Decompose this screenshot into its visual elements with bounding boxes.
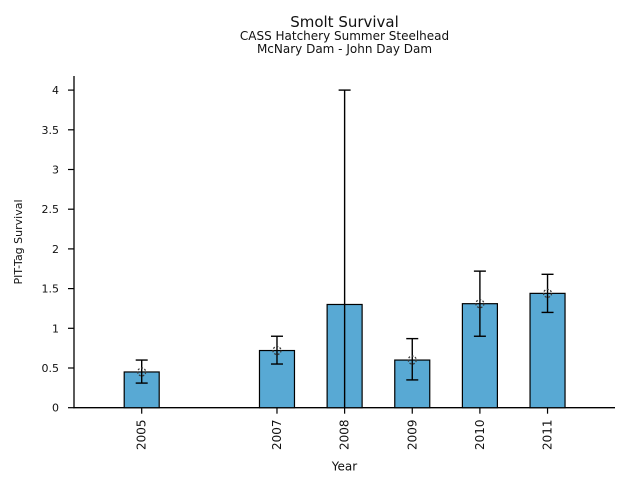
y-tick-label: 3.5 [42,124,60,137]
chart-subtitle-line1: CASS Hatchery Summer Steelhead [239,29,450,43]
x-tick-label: 2010 [473,420,487,451]
x-axis-label: Year [331,460,357,474]
x-tick-label: 2008 [338,420,352,451]
chart-title: Smolt Survival [290,13,399,31]
y-tick-label: 0.5 [42,362,60,375]
x-tick-label: 2011 [541,420,555,451]
point-marker-2007 [272,345,282,356]
y-tick-label: 1 [52,322,59,335]
y-tick-label: 0 [52,402,59,415]
chart-subtitle-line2: McNary Dam - John Day Dam [256,42,433,56]
point-marker-2009 [407,355,417,365]
point-marker-2011 [542,288,553,299]
y-tick-label: 2 [52,243,59,256]
x-tick-label: 2005 [135,420,149,451]
point-marker-2010 [475,299,485,309]
y-tick-label: 2.5 [42,203,60,216]
x-tick-label: 2007 [270,420,284,451]
y-axis-label: PIT-Tag Survival [12,199,25,284]
y-tick-label: 4 [52,84,59,97]
point-marker-2005 [137,367,147,377]
y-tick-label: 3 [52,164,59,177]
title-block: Smolt Survival CASS Hatchery Summer Stee… [74,14,615,56]
x-tick-label: 2009 [405,420,419,451]
y-tick-label: 1.5 [42,283,60,296]
